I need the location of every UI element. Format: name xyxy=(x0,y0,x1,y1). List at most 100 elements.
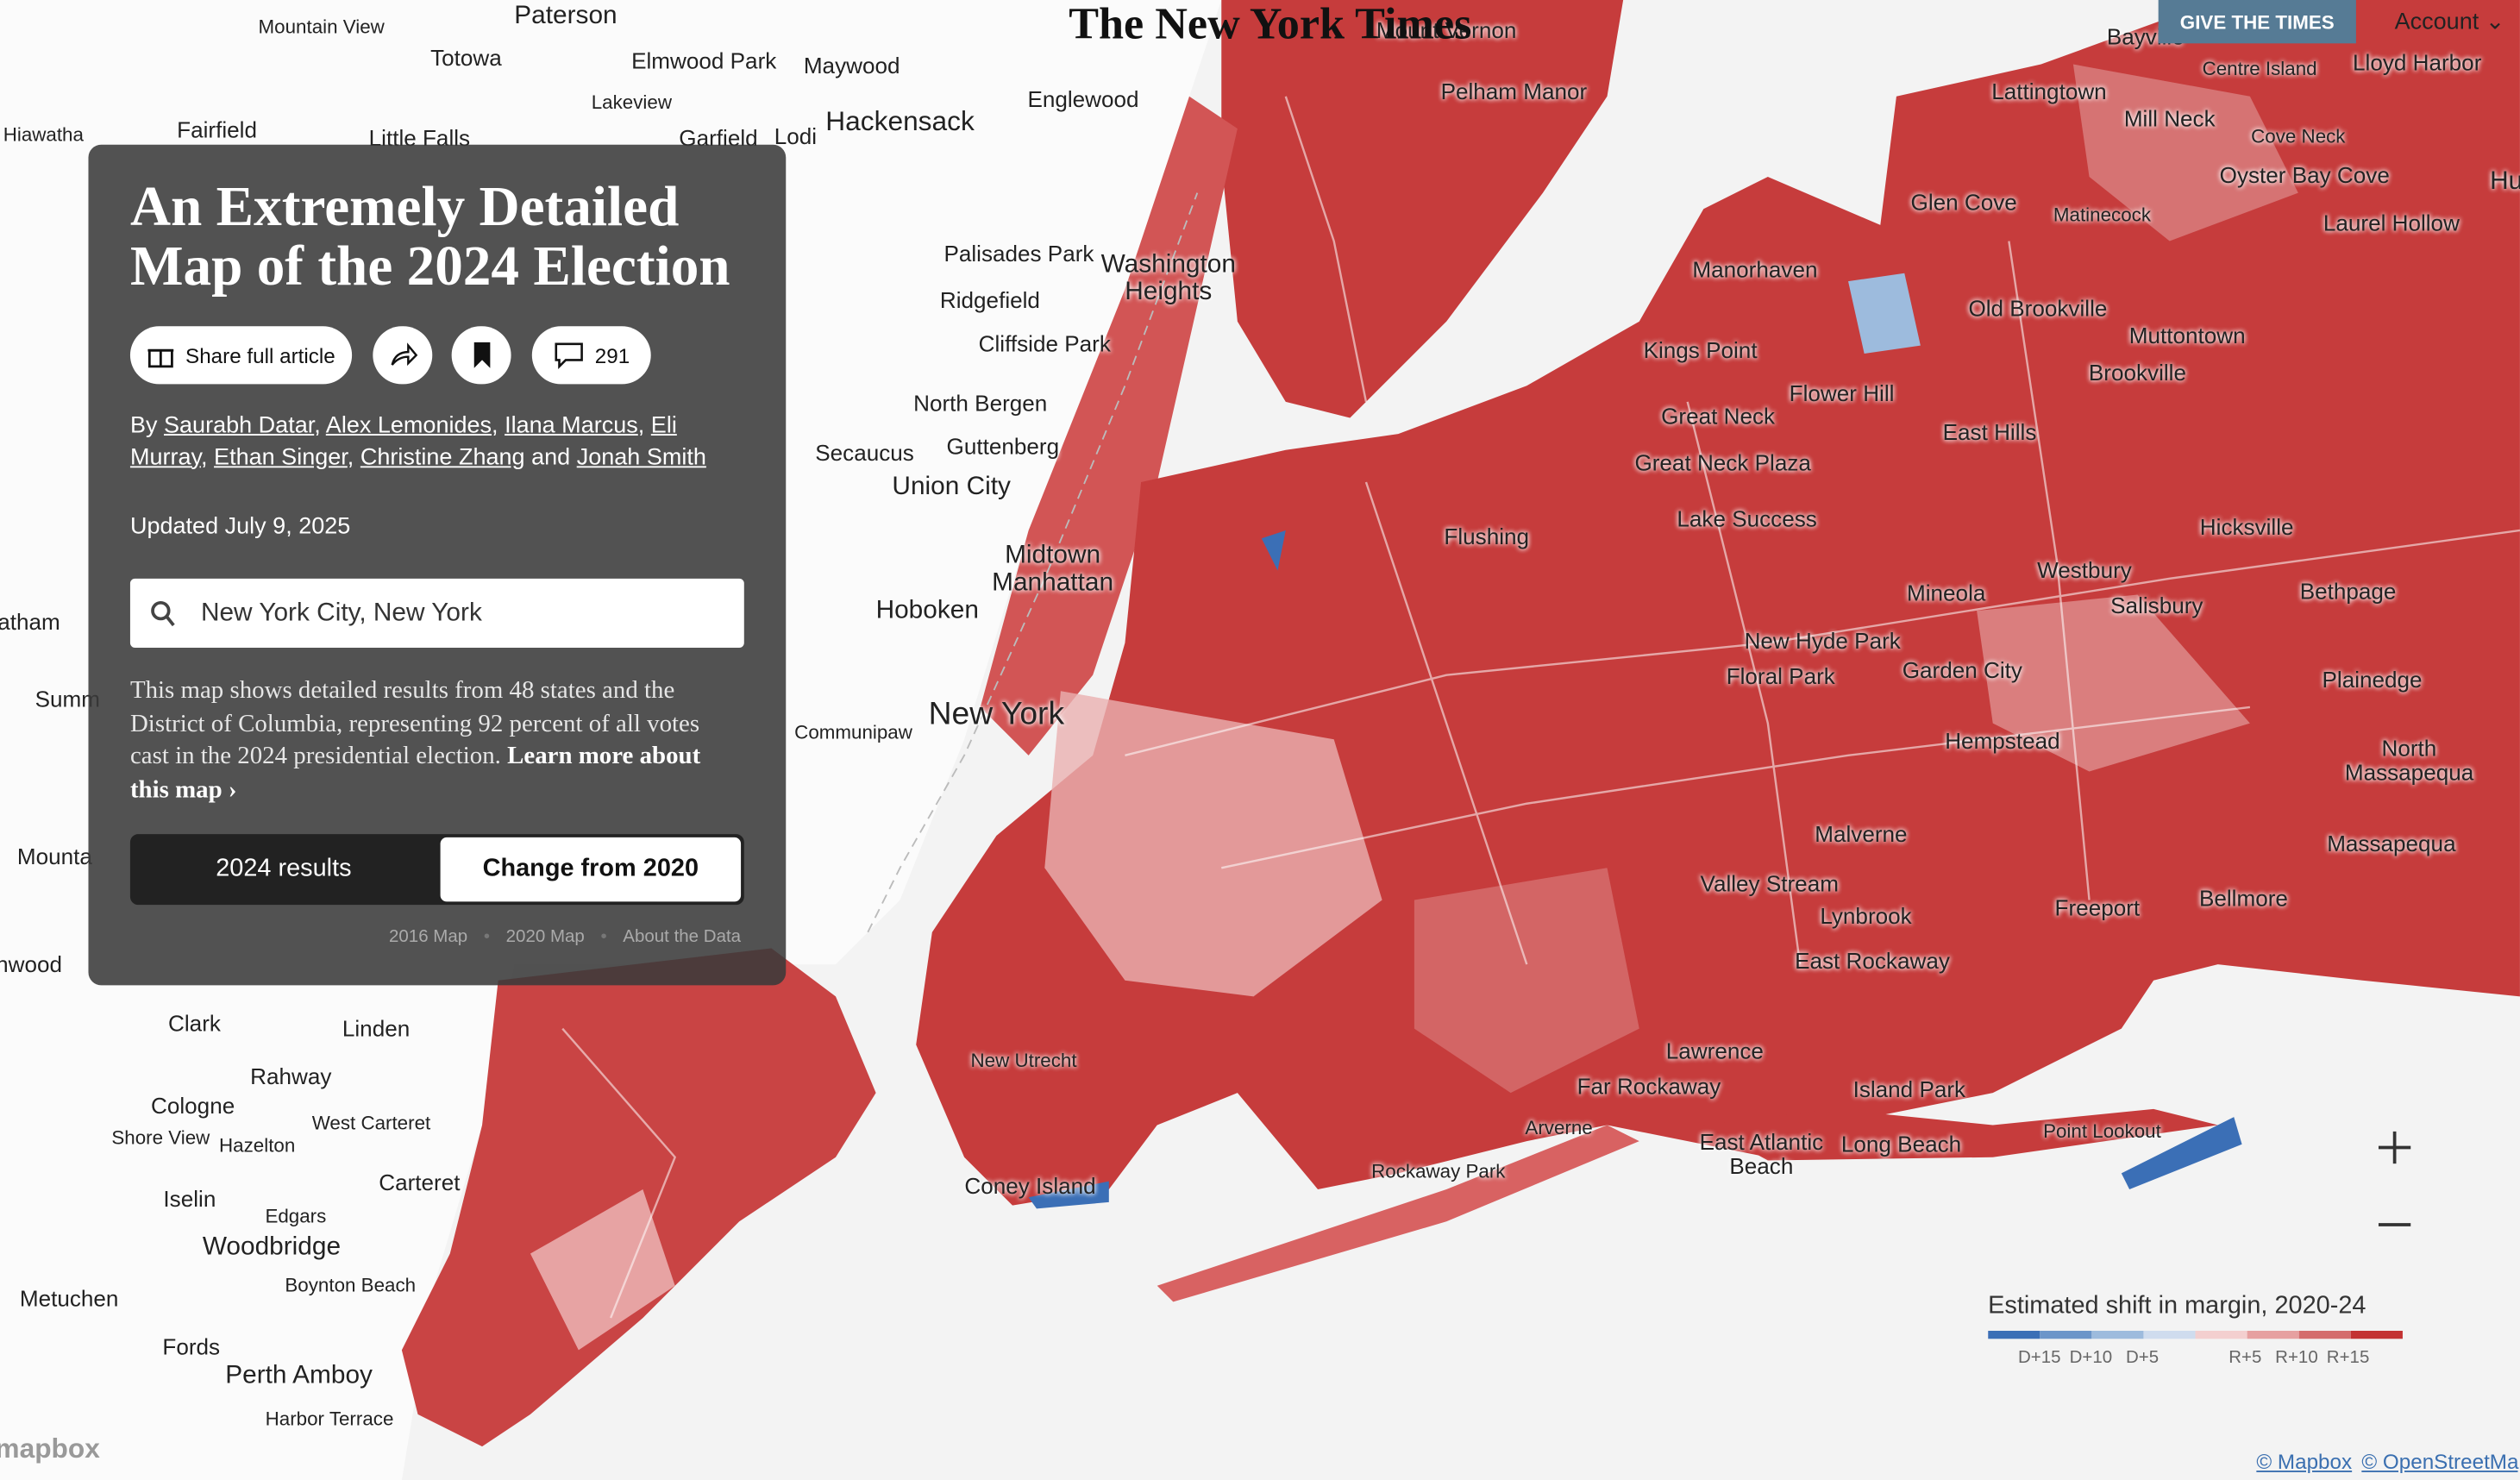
nj-south-land xyxy=(0,964,515,1480)
place-label: Lynbrook xyxy=(1820,902,1912,929)
author-link[interactable]: Saurabh Datar xyxy=(163,412,315,439)
author-link[interactable]: Eli Murray xyxy=(129,412,677,471)
legend-swatch xyxy=(2247,1330,2299,1339)
place-label: Mineola xyxy=(1907,580,1986,605)
legend-tick: R+5 xyxy=(2229,1347,2261,1367)
share-label[interactable]: Share full article xyxy=(185,342,335,367)
place-label: Centre Island xyxy=(2202,57,2317,80)
toggle-results[interactable]: 2024 results xyxy=(216,855,352,883)
updated-date: Updated July 9, 2025 xyxy=(129,514,351,541)
comment-count[interactable]: 291 xyxy=(594,342,630,367)
bronx xyxy=(1221,0,1624,418)
learn-more-link[interactable]: Learn more about this map › xyxy=(129,742,701,803)
author-link[interactable]: Ethan Singer xyxy=(214,444,348,471)
brooklyn-shift xyxy=(1044,691,1382,997)
description-text: This map shows detailed results from 48 … xyxy=(129,676,700,770)
place-label: Maywood xyxy=(803,52,900,78)
place-label: Secaucus xyxy=(815,439,914,466)
place-label: Fords xyxy=(162,1333,221,1359)
place-label: New York xyxy=(928,696,1065,732)
author-link[interactable]: Alex Lemonides xyxy=(325,412,492,439)
place-label: Brookville xyxy=(2088,359,2187,386)
place-label: Bethpage xyxy=(2299,578,2397,605)
legend-swatch xyxy=(2350,1330,2403,1339)
place-label: Hackensack xyxy=(825,106,975,137)
save-button[interactable] xyxy=(451,326,511,385)
legend-swatch xyxy=(2091,1330,2144,1339)
forward-icon xyxy=(390,342,417,367)
manhattan xyxy=(980,96,1238,756)
author-link[interactable]: Jonah Smith xyxy=(576,444,706,471)
share-button[interactable]: Share full article xyxy=(129,326,353,385)
byline-and: and xyxy=(531,444,571,471)
byline-separator: , xyxy=(347,444,354,471)
gift-icon xyxy=(148,348,174,368)
place-label: Metuchen xyxy=(19,1285,119,1311)
place-label: Englewood xyxy=(1027,85,1139,112)
place-label: Midtown Manhattan xyxy=(992,542,1114,597)
link-dot: • xyxy=(600,927,607,947)
map-link[interactable]: 2016 Map xyxy=(388,927,468,947)
blue-patch xyxy=(2121,1117,2242,1189)
search-icon xyxy=(151,600,175,626)
map-link[interactable]: About the Data xyxy=(623,927,742,947)
account-label[interactable]: Account xyxy=(2394,9,2479,35)
attribution-link[interactable]: © Mapbox xyxy=(2256,1449,2353,1474)
place-label: Hempstead xyxy=(1945,727,2060,754)
bookmark-icon xyxy=(473,342,490,368)
place-label: Lake Success xyxy=(1677,505,1817,532)
place-label: Salisbury xyxy=(2110,592,2203,618)
place-label: Far Rockaway xyxy=(1577,1073,1721,1099)
place-label: Elmwood Park xyxy=(631,47,777,74)
search-box[interactable]: New York City, New York xyxy=(129,578,744,648)
byline-separator: , xyxy=(637,412,645,439)
comments-button[interactable]: 291 xyxy=(531,326,651,385)
place-label: Communipaw xyxy=(794,721,912,744)
place-label: Muttontown xyxy=(2128,322,2246,348)
place-label: Laurel Hollow xyxy=(2323,210,2460,236)
toggle-change[interactable]: Change from 2020 xyxy=(440,837,742,902)
map-link[interactable]: 2020 Map xyxy=(505,927,585,947)
place-label: Flushing xyxy=(1444,523,1530,549)
legend-tick: D+10 xyxy=(2070,1347,2113,1367)
place-label: Guttenberg xyxy=(946,433,1060,460)
place-label: Pelham Manor xyxy=(1440,78,1588,104)
shift-patch xyxy=(2072,64,2298,241)
place-label: Floral Park xyxy=(1726,662,1835,689)
place-label: Ridgefield xyxy=(939,286,1040,313)
other-maps: 2016 Map • 2020 Map • About the Data xyxy=(389,927,741,946)
forward-button[interactable] xyxy=(373,326,433,385)
info-panel: An Extremely Detailed Map of the 2024 El… xyxy=(88,144,787,986)
place-label: Fairfield xyxy=(177,116,257,143)
account-menu[interactable]: Account ⌄ xyxy=(2394,9,2505,35)
place-label: Cliffside Park xyxy=(978,330,1111,357)
place-label: nwood xyxy=(0,950,62,977)
byline-separator: , xyxy=(492,412,498,439)
place-label: Totowa xyxy=(430,44,502,71)
place-label: Point Lookout xyxy=(2043,1119,2161,1143)
place-label: Lawrence xyxy=(1665,1038,1764,1063)
legend-tick: D+5 xyxy=(2126,1347,2159,1367)
place-label: Cologne xyxy=(151,1092,235,1119)
state-line xyxy=(867,192,1199,933)
blue-patch xyxy=(1848,273,1921,354)
author-link[interactable]: Christine Zhang xyxy=(360,444,525,471)
place-label: Old Brookville xyxy=(1968,295,2108,322)
place-label: Long Beach xyxy=(1840,1131,1962,1157)
place-label: East Hills xyxy=(1942,418,2037,445)
place-label: Valley Stream xyxy=(1700,870,1839,897)
author-link[interactable]: Ilana Marcus xyxy=(505,412,638,439)
place-label: Woodbridge xyxy=(202,1233,342,1262)
give-button[interactable]: GIVE THE TIMES xyxy=(2158,0,2356,44)
attribution-link[interactable]: © OpenStreetMap xyxy=(2361,1449,2520,1474)
description: This map shows detailed results from 48 … xyxy=(130,675,741,807)
link-dot: • xyxy=(483,927,491,947)
place-label: Lattingtown xyxy=(1991,78,2107,104)
search-text[interactable]: New York City, New York xyxy=(200,599,482,626)
place-label: Arverne xyxy=(1525,1116,1593,1139)
zoom-controls[interactable] xyxy=(2378,1131,2411,1226)
logo[interactable]: The New York Times xyxy=(1069,0,1472,50)
byline-separator: , xyxy=(201,444,208,471)
